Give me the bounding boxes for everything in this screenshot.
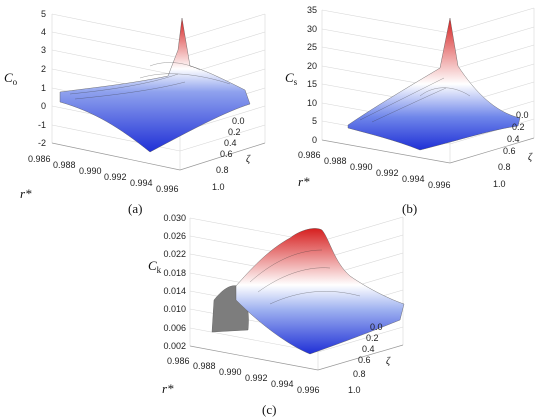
x-tick-label: 0.988: [53, 160, 76, 170]
x-tick-label: 0.990: [350, 162, 373, 172]
panel-a: 5 4 3 2 1 0 -1 -2 0.986 0.988 0.990 0.99…: [4, 9, 266, 216]
x-tick-label: 0.992: [245, 373, 268, 383]
z-tick-label: 5: [312, 116, 317, 126]
z-tick-label: 0.026: [163, 231, 186, 241]
y-tick-label: 0.6: [220, 149, 233, 159]
y-tick-label: 0.2: [366, 333, 379, 343]
y-tick-label: 0.8: [216, 165, 229, 175]
panel-a-y-axis-label: ζ: [246, 154, 251, 165]
x-tick-label: 0.986: [167, 356, 190, 366]
panel-c-label: (c): [262, 402, 276, 417]
z-tick-label: 35: [307, 5, 317, 15]
y-tick-label: 0.8: [353, 369, 366, 379]
panel-c-x-axis-label: r*: [162, 381, 174, 396]
z-tick-label: 5: [41, 9, 46, 19]
panel-b-y-axis-label: ζ: [528, 152, 533, 163]
y-tick-label: 0.4: [362, 344, 375, 354]
z-tick-label: 0.002: [163, 341, 186, 351]
panel-c-z-axis-label: Ck: [148, 258, 162, 275]
z-tick-label: 15: [307, 79, 317, 89]
y-tick-label: 0.2: [228, 127, 241, 137]
x-tick-label: 0.996: [156, 184, 179, 194]
panel-c: 0.030 0.026 0.022 0.018 0.014 0.010 0.00…: [148, 213, 405, 417]
panel-b-z-ticks: 35 30 25 20 15 10 5 0: [307, 5, 317, 145]
z-tick-label: -2: [38, 138, 46, 148]
panel-c-z-ticks: 0.030 0.026 0.022 0.018 0.014 0.010 0.00…: [163, 213, 186, 351]
panel-b-y-ticks: 0.0 0.2 0.4 0.6 0.8 1.0: [493, 110, 529, 189]
y-tick-label: 0.0: [370, 322, 383, 332]
x-tick-label: 0.988: [193, 361, 216, 371]
z-tick-label: 0: [312, 135, 317, 145]
z-tick-label: 30: [307, 24, 317, 34]
panel-c-frame: [189, 344, 404, 371]
panel-c-surface: [235, 228, 405, 355]
y-tick-label: 0.4: [224, 138, 237, 148]
x-tick-label: 0.996: [428, 180, 451, 190]
z-tick-label: 1: [41, 83, 46, 93]
panel-b-x-ticks: 0.986 0.988 0.990 0.992 0.994 0.996: [298, 150, 451, 190]
panel-a-x-axis-label: r*: [20, 186, 32, 201]
z-tick-label: 25: [307, 42, 317, 52]
panel-a-surface-contours: [69, 62, 231, 100]
panel-a-z-axis-label: Co: [4, 70, 18, 87]
z-tick-label: 2: [41, 64, 46, 74]
panel-b-surface-contours: [359, 77, 471, 123]
y-tick-label: 1.0: [212, 182, 225, 192]
y-tick-label: 0.6: [358, 355, 371, 365]
z-tick-label: 0.022: [163, 249, 186, 259]
x-tick-label: 0.986: [298, 150, 321, 160]
panel-c-x-ticks: 0.986 0.988 0.990 0.992 0.994 0.996: [167, 356, 320, 395]
panel-b-x-axis-label: r*: [298, 174, 310, 189]
z-tick-label: 3: [41, 45, 46, 55]
x-tick-label: 0.990: [219, 367, 242, 377]
panel-b-frame: [321, 137, 535, 164]
y-tick-label: 0.0: [516, 110, 529, 120]
x-tick-label: 0.992: [104, 172, 127, 182]
panel-a-surface: [59, 17, 251, 153]
x-tick-label: 0.994: [130, 178, 153, 188]
x-tick-label: 0.986: [28, 154, 51, 164]
panel-a-z-ticks: 5 4 3 2 1 0 -1 -2: [38, 9, 46, 148]
panel-b-z-axis-label: Cs: [285, 70, 298, 87]
panel-a-frame: [51, 142, 266, 171]
z-tick-label: 0.006: [163, 323, 186, 333]
x-tick-label: 0.994: [271, 379, 294, 389]
panel-b-label: (b): [402, 201, 417, 216]
y-tick-label: 0.4: [507, 134, 520, 144]
y-tick-label: 1.0: [348, 385, 361, 395]
z-tick-label: 0.018: [163, 268, 186, 278]
y-tick-label: 0.2: [512, 122, 525, 132]
panel-c-y-axis-label: ζ: [386, 356, 391, 367]
x-tick-label: 0.996: [297, 385, 320, 395]
z-tick-label: 0.030: [163, 213, 186, 223]
x-tick-label: 0.994: [402, 174, 425, 184]
z-tick-label: 0: [41, 101, 46, 111]
y-tick-label: 0.8: [498, 162, 511, 172]
z-tick-label: -1: [38, 120, 46, 130]
x-tick-label: 0.988: [324, 156, 347, 166]
y-tick-label: 1.0: [493, 179, 506, 189]
panel-c-y-ticks: 0.0 0.2 0.4 0.6 0.8 1.0: [348, 322, 383, 395]
z-tick-label: 10: [307, 98, 317, 108]
x-tick-label: 0.992: [376, 168, 399, 178]
panel-a-x-ticks: 0.986 0.988 0.990 0.992 0.994 0.996: [28, 154, 179, 194]
z-tick-label: 0.014: [163, 286, 186, 296]
panel-a-y-ticks: 0.0 0.2 0.4 0.6 0.8 1.0: [212, 116, 245, 192]
panel-b-surface: [347, 17, 521, 151]
panel-a-label: (a): [128, 201, 142, 216]
z-tick-label: 4: [41, 27, 46, 37]
z-tick-label: 0.010: [163, 304, 186, 314]
z-tick-label: 20: [307, 61, 317, 71]
x-tick-label: 0.990: [79, 166, 102, 176]
y-tick-label: 0.6: [503, 146, 516, 156]
panel-b: 35 30 25 20 15 10 5 0 0.986 0.988 0.990 …: [285, 5, 535, 216]
y-tick-label: 0.0: [232, 116, 245, 126]
